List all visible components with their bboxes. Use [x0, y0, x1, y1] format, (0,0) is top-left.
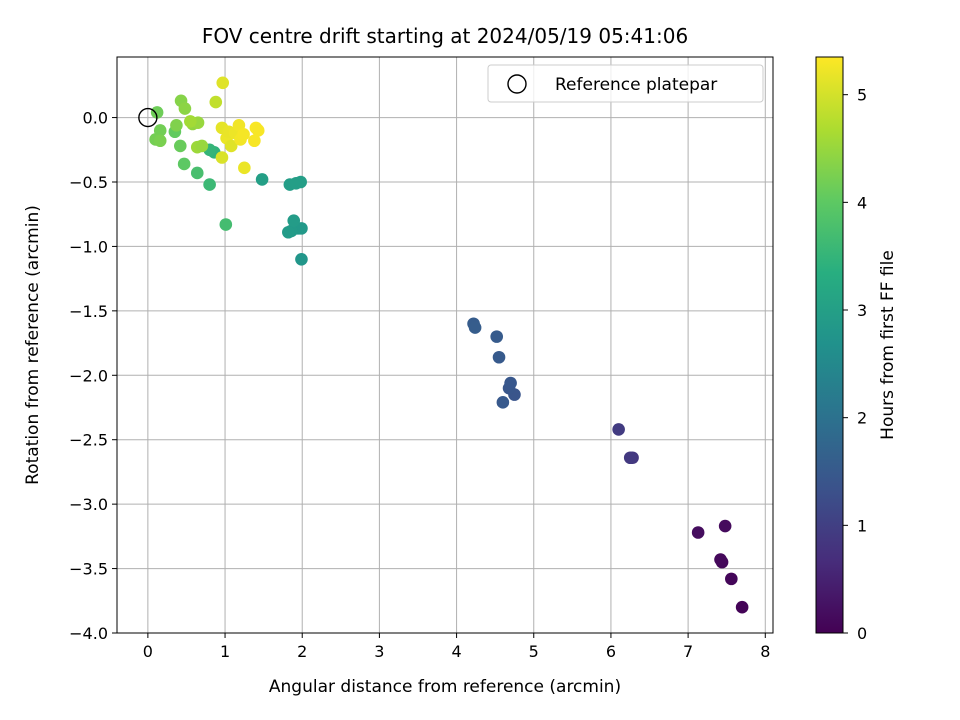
- data-point: [718, 519, 732, 533]
- legend: Reference platepar: [487, 64, 764, 103]
- data-point: [691, 526, 705, 539]
- colorbar-ticks: 0 1 2 3 4 5: [843, 86, 867, 643]
- data-point: [224, 139, 238, 153]
- data-point: [725, 572, 738, 586]
- data-point: [215, 151, 229, 164]
- x-tick-label: 2: [297, 642, 307, 661]
- x-tick-label: 4: [451, 642, 461, 661]
- data-point: [248, 134, 261, 148]
- data-point: [184, 115, 197, 128]
- y-tick-label: −0.5: [69, 173, 108, 192]
- data-point: [282, 225, 295, 239]
- data-point: [177, 157, 191, 171]
- y-tick-label: −3.5: [69, 560, 108, 579]
- data-point: [735, 600, 749, 614]
- data-point: [295, 253, 308, 266]
- legend-entry-reference: Reference platepar: [555, 75, 717, 95]
- colorbar-label: Hours from first FF file: [878, 250, 898, 440]
- colorbar-tick-label: 3: [857, 301, 867, 320]
- x-tick-label: 1: [220, 642, 230, 661]
- y-tick-label: −3.0: [69, 495, 108, 514]
- data-point: [237, 128, 250, 141]
- data-point: [496, 396, 510, 409]
- grid-lines: [117, 57, 773, 634]
- colorbar-gradient: [815, 56, 844, 634]
- data-point: [173, 139, 187, 153]
- reference-point-marker: [138, 107, 158, 128]
- x-tick-label: 7: [683, 642, 693, 661]
- data-point: [287, 214, 301, 227]
- legend-marker-circle-icon: [507, 74, 527, 94]
- data-points: [138, 76, 749, 614]
- data-point: [219, 218, 233, 231]
- y-tick-label: −4.0: [69, 624, 108, 643]
- data-point: [623, 451, 637, 465]
- chart-title: FOV centre drift starting at 2024/05/19 …: [202, 24, 688, 48]
- y-tick-label: −2.0: [69, 366, 108, 385]
- data-point: [178, 102, 192, 115]
- x-tick-label: 3: [374, 642, 384, 661]
- data-point: [190, 166, 204, 180]
- data-point: [150, 106, 164, 119]
- data-point: [714, 553, 727, 566]
- data-point: [238, 161, 251, 175]
- colorbar-tick-label: 1: [857, 516, 867, 535]
- x-tick-label: 5: [529, 642, 539, 661]
- data-point: [209, 95, 223, 109]
- data-point: [195, 139, 209, 153]
- colorbar-tick-label: 5: [857, 86, 867, 105]
- axis-ticks: 0 1 2 3 4 5 6 7 8 0.0 −0.5 −1.0 −1.5 −2.0 −2.5 −3.0 −3.5…: [69, 109, 770, 661]
- y-tick-label: 0.0: [83, 109, 108, 128]
- data-point: [251, 124, 265, 137]
- data-point: [468, 321, 482, 334]
- data-point: [203, 178, 216, 191]
- y-tick-label: −1.5: [69, 302, 108, 321]
- data-point: [153, 134, 167, 148]
- data-point: [216, 76, 230, 90]
- plot-area-frame: [116, 56, 774, 634]
- legend-box: [487, 64, 764, 103]
- y-tick-label: −2.5: [69, 431, 108, 450]
- colorbar-tick-label: 4: [857, 193, 867, 212]
- data-point: [170, 118, 183, 132]
- x-axis-label: Angular distance from reference (arcmin): [269, 677, 621, 697]
- y-tick-label: −1.0: [69, 237, 108, 256]
- data-point: [612, 423, 625, 436]
- x-tick-label: 8: [760, 642, 770, 661]
- x-tick-label: 0: [143, 642, 153, 661]
- data-point: [492, 350, 506, 364]
- y-axis-label: Rotation from reference (arcmin): [23, 205, 43, 485]
- data-point: [490, 330, 504, 343]
- data-point: [295, 222, 308, 235]
- colorbar: 0 1 2 3 4 5 Hours from first FF file: [815, 56, 898, 643]
- data-point: [504, 376, 517, 390]
- data-point: [255, 173, 269, 186]
- x-tick-label: 6: [606, 642, 616, 661]
- colorbar-tick-label: 2: [857, 409, 867, 428]
- data-point: [294, 175, 307, 189]
- colorbar-tick-label: 0: [857, 624, 867, 643]
